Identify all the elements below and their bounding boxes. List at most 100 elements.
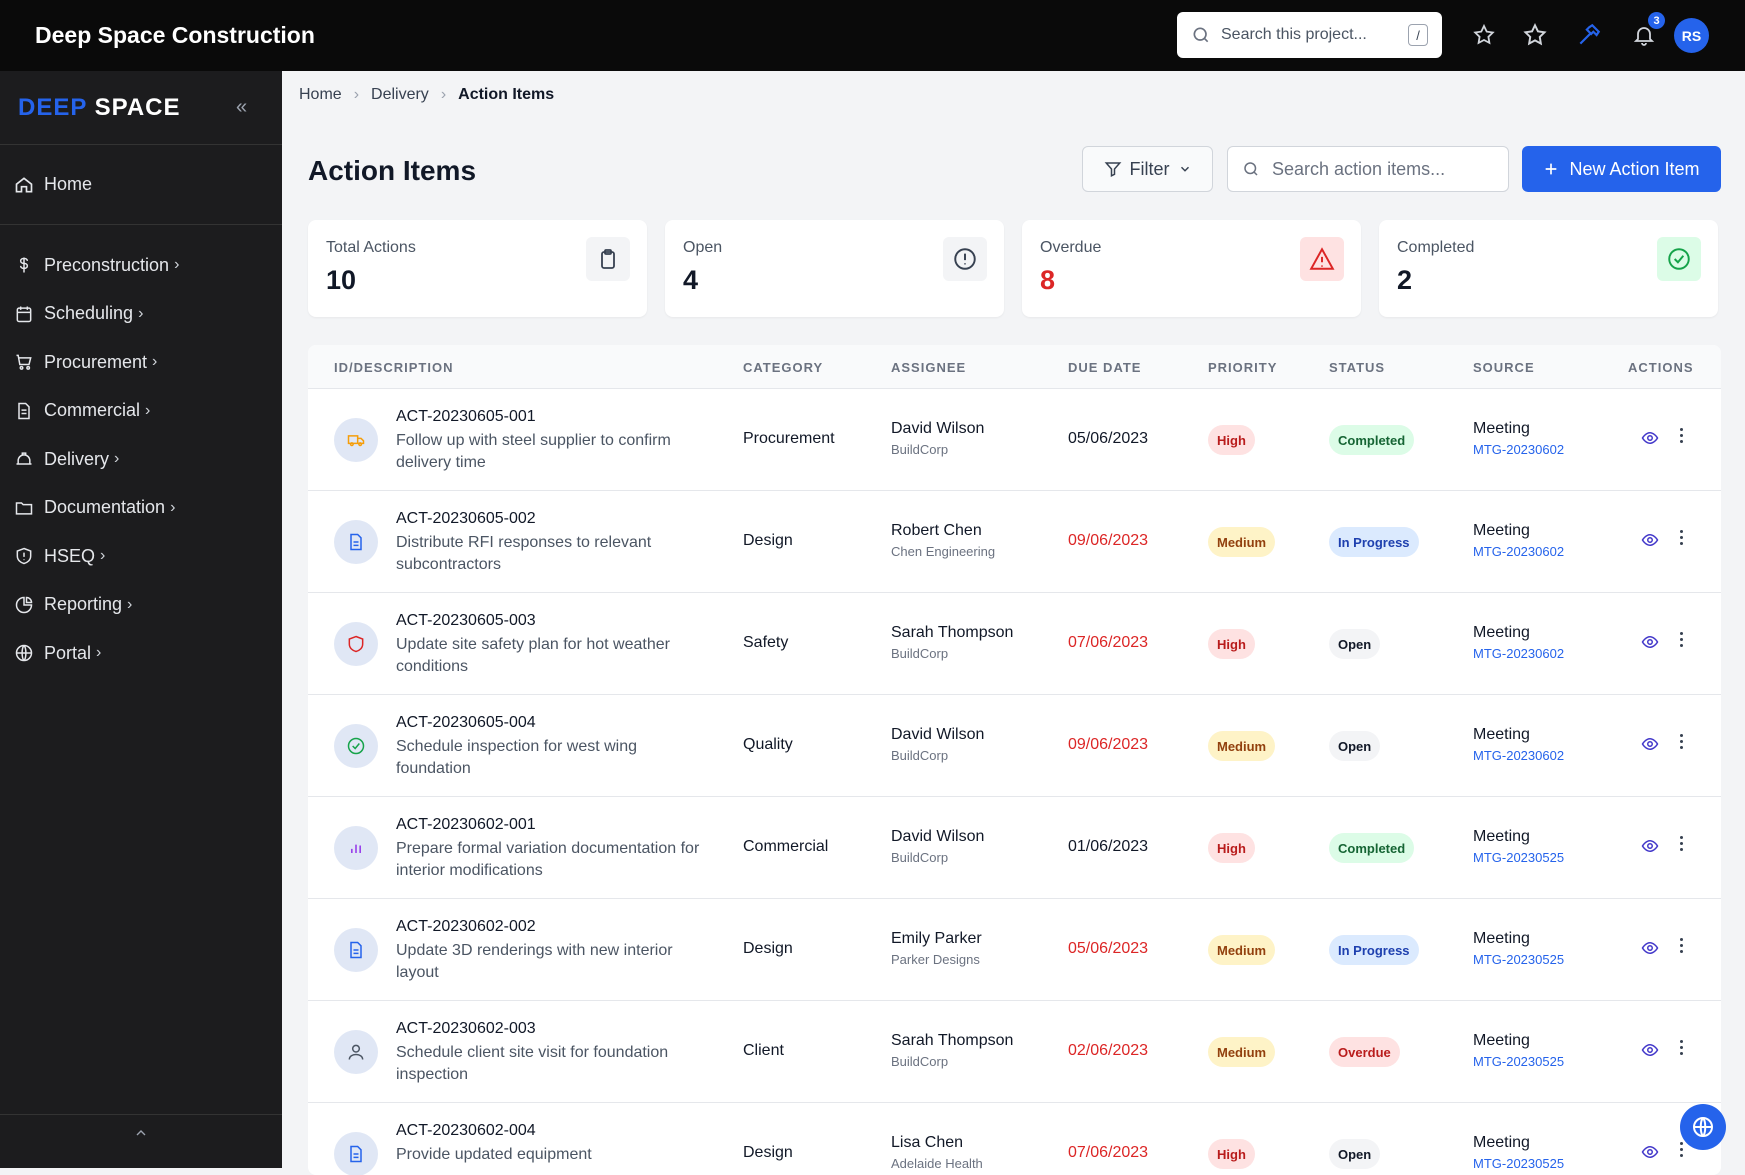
sidebar-item-preconstruction[interactable]: Preconstruction › [0,241,282,290]
action-id[interactable]: ACT-20230605-004 [396,714,536,731]
file-icon [334,520,378,564]
source-type: Meeting [1473,726,1530,743]
sidebar-item-hseq[interactable]: HSEQ › [0,532,282,581]
action-id[interactable]: ACT-20230602-001 [396,816,536,833]
source-type: Meeting [1473,828,1530,845]
filter-button[interactable]: Filter [1082,146,1213,192]
view-eye-icon[interactable] [1641,429,1659,452]
sidebar-item-home[interactable]: Home [0,145,282,225]
sidebar-item-reporting[interactable]: Reporting › [0,581,282,630]
table-row[interactable]: ACT-20230602-001 Prepare formal variation… [308,797,1721,899]
source-link[interactable]: MTG-20230525 [1473,850,1565,865]
more-options-icon[interactable] [1677,734,1685,749]
main-content: Home › Delivery › Action Items Action It… [282,71,1745,1175]
more-options-icon[interactable] [1677,428,1685,443]
table-row[interactable]: ACT-20230602-002 Update 3D renderings wit… [308,899,1721,1001]
more-options-icon[interactable] [1677,1142,1685,1157]
help-fab-button[interactable] [1680,1104,1726,1150]
sidebar-item-label: Preconstruction [44,254,170,275]
stat-card-open: Open 4 [665,220,1004,317]
favorite-star-icon[interactable] [1520,20,1550,50]
sidebar-item-label: Portal [44,642,92,663]
breadcrumb-delivery[interactable]: Delivery [371,86,429,103]
column-header[interactable]: SOURCE [1473,360,1535,375]
view-eye-icon[interactable] [1641,531,1659,554]
assignee-name: Sarah Thompson [891,1032,1014,1049]
source-link[interactable]: MTG-20230602 [1473,646,1565,661]
new-action-item-button[interactable]: New Action Item [1522,146,1721,192]
column-header[interactable]: ID/DESCRIPTION [334,360,454,375]
star-icon[interactable] [1469,20,1499,50]
table-row[interactable]: ACT-20230605-002 Distribute RFI responses… [308,491,1721,593]
more-options-icon[interactable] [1677,530,1685,545]
column-header[interactable]: CATEGORY [743,360,824,375]
sidebar-item-delivery[interactable]: Delivery › [0,435,282,484]
view-eye-icon[interactable] [1641,735,1659,758]
assignee-company: BuildCorp [891,748,949,763]
stat-label: Overdue [1040,239,1102,256]
action-items-search-input[interactable]: Search action items... [1227,146,1509,192]
action-id[interactable]: ACT-20230602-002 [396,918,536,935]
collapse-sidebar-icon[interactable]: « [236,96,248,118]
view-eye-icon[interactable] [1641,1143,1659,1166]
view-eye-icon[interactable] [1641,1041,1659,1064]
sidebar-item-documentation[interactable]: Documentation › [0,484,282,533]
source-type: Meeting [1473,624,1530,641]
column-header[interactable]: ASSIGNEE [891,360,967,375]
sidebar-item-procurement[interactable]: Procurement › [0,338,282,387]
status-badge: Completed [1329,425,1415,455]
table-row[interactable]: ACT-20230602-003 Schedule client site vis… [308,1001,1721,1103]
more-options-icon[interactable] [1677,632,1685,647]
column-header[interactable]: STATUS [1329,360,1386,375]
user-avatar[interactable]: RS [1674,18,1709,53]
action-id[interactable]: ACT-20230605-003 [396,612,536,629]
action-description: Follow up with steel supplier to confirm… [396,432,671,471]
source-link[interactable]: MTG-20230602 [1473,748,1565,763]
notifications-bell-icon[interactable]: 3 [1629,12,1665,50]
column-header[interactable]: PRIORITY [1208,360,1278,375]
action-id[interactable]: ACT-20230605-002 [396,510,536,527]
sidebar-item-label: Home [44,174,93,194]
due-date: 01/06/2023 [1068,838,1149,855]
sidebar-expand-up-icon[interactable] [0,1114,282,1150]
user-icon [334,1030,378,1074]
action-id[interactable]: ACT-20230605-001 [396,408,536,425]
source-link[interactable]: MTG-20230602 [1473,544,1565,559]
priority-badge: Medium [1208,935,1276,965]
cart-icon [16,354,32,371]
more-options-icon[interactable] [1677,1040,1685,1055]
chevron-right-icon: › [145,401,151,419]
breadcrumb-home[interactable]: Home [299,86,342,103]
source-type: Meeting [1473,420,1530,437]
due-date: 05/06/2023 [1068,940,1149,957]
chevron-right-icon: › [96,644,102,662]
chevron-right-icon: › [114,450,120,468]
sidebar-item-commercial[interactable]: Commercial › [0,387,282,436]
table-row[interactable]: ACT-20230602-004 Provide updated equipmen… [308,1103,1721,1175]
more-options-icon[interactable] [1677,938,1685,953]
action-description: Prepare formal variation documentation f… [396,840,700,879]
chevron-right-icon: › [152,353,158,371]
sidebar-item-portal[interactable]: Portal › [0,629,282,678]
action-description: Update site safety plan for hot weather … [396,636,670,675]
action-id[interactable]: ACT-20230602-003 [396,1020,536,1037]
hammer-icon[interactable] [1574,20,1604,50]
file-icon [334,928,378,972]
sidebar-item-scheduling[interactable]: Scheduling › [0,290,282,339]
source-link[interactable]: MTG-20230525 [1473,1156,1565,1171]
table-row[interactable]: ACT-20230605-003 Update site safety plan … [308,593,1721,695]
view-eye-icon[interactable] [1641,939,1659,962]
source-link[interactable]: MTG-20230525 [1473,1054,1565,1069]
sidebar-item-label: HSEQ [44,545,96,566]
source-link[interactable]: MTG-20230602 [1473,442,1565,457]
column-header[interactable]: DUE DATE [1068,360,1142,375]
source-link[interactable]: MTG-20230525 [1473,952,1565,967]
view-eye-icon[interactable] [1641,633,1659,656]
project-search-input[interactable]: Search this project... / [1177,12,1442,58]
table-row[interactable]: ACT-20230605-001 Follow up with steel sup… [308,389,1721,491]
view-eye-icon[interactable] [1641,837,1659,860]
more-options-icon[interactable] [1677,836,1685,851]
table-row[interactable]: ACT-20230605-004 Schedule inspection for … [308,695,1721,797]
action-id[interactable]: ACT-20230602-004 [396,1122,536,1139]
assignee-name: David Wilson [891,726,985,743]
